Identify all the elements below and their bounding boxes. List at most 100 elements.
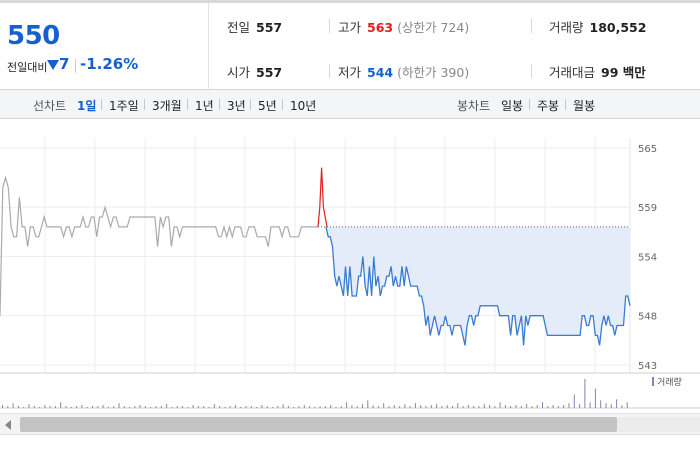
- divider: [187, 99, 188, 110]
- volume-bar: [319, 406, 321, 408]
- volume-bar: [2, 405, 3, 408]
- period-3year[interactable]: 3년: [227, 99, 246, 113]
- lower-limit: (하한가 390): [397, 65, 470, 80]
- volume-bar: [49, 406, 51, 408]
- volume-bar: [489, 405, 491, 408]
- volume-bar: [425, 406, 427, 408]
- volume-bar: [462, 406, 464, 408]
- volume-bar: [430, 405, 432, 408]
- candle-weekly[interactable]: 주봉: [537, 99, 560, 113]
- change-percent: -1.26%: [80, 55, 139, 73]
- volume-bar: [563, 405, 565, 408]
- volume-bar: [139, 405, 141, 408]
- volume-bar: [234, 405, 236, 408]
- scrollbar-thumb[interactable]: [20, 417, 617, 432]
- volume-bar: [144, 406, 146, 408]
- volume-bar: [102, 405, 104, 408]
- divider: [219, 99, 220, 110]
- volume-bar: [526, 404, 528, 408]
- volume-bar: [504, 405, 506, 408]
- volume-bar: [404, 404, 406, 408]
- high-label: 고가: [338, 20, 362, 35]
- volume-bar: [573, 394, 575, 408]
- volume-bar: [372, 405, 374, 408]
- divider: [101, 99, 102, 110]
- y-tick-label: 559: [638, 203, 657, 214]
- candle-chart-label: 봉차트: [457, 99, 491, 113]
- volume-bar: [70, 407, 72, 408]
- upper-limit: (상한가 724): [397, 20, 470, 35]
- volume-bar: [610, 404, 612, 408]
- volume-bar: [240, 407, 242, 408]
- amount-value: 99 백만: [601, 65, 646, 80]
- chevron-left-icon[interactable]: [5, 420, 11, 430]
- volume-bar: [219, 406, 221, 408]
- amount-label: 거래대금: [549, 65, 596, 80]
- volume-bar: [293, 407, 295, 408]
- volume-bar: [594, 388, 596, 408]
- volume-bar: [287, 406, 289, 408]
- volume-bar: [478, 406, 480, 408]
- period-3month[interactable]: 3개월: [152, 99, 182, 113]
- volume-bar: [515, 405, 517, 408]
- volume-bar: [309, 406, 311, 408]
- volume-bar: [494, 406, 496, 408]
- volume-bar: [213, 404, 215, 408]
- prev-close-stat: 전일 557: [227, 17, 282, 36]
- volume-bar: [76, 406, 78, 408]
- volume-label: 거래량: [549, 20, 584, 35]
- volume-bar: [531, 406, 533, 408]
- volume-bar: [97, 406, 99, 408]
- volume-bar: [197, 406, 199, 408]
- divider: [75, 59, 76, 73]
- volume-bar: [346, 402, 348, 408]
- volume-bar: [314, 407, 316, 408]
- volume-bar: [118, 403, 120, 408]
- divider: [531, 19, 532, 33]
- volume-bar: [568, 403, 570, 408]
- candle-monthly[interactable]: 월봉: [573, 99, 596, 113]
- volume-bar: [134, 406, 136, 408]
- volume-bar: [589, 402, 591, 408]
- period-1year[interactable]: 1년: [195, 99, 214, 113]
- high-value: 563: [367, 20, 394, 35]
- volume-bar: [446, 405, 448, 408]
- volume-bar: [166, 404, 168, 408]
- scrollbar-track[interactable]: [617, 417, 700, 432]
- volume-bar: [203, 406, 205, 408]
- volume-bar: [12, 403, 14, 408]
- volume-bar: [420, 405, 422, 408]
- volume-bar: [499, 402, 501, 408]
- volume-bar: [277, 406, 279, 408]
- volume-bar: [123, 406, 125, 408]
- volume-bar: [33, 406, 35, 408]
- volume-bar: [39, 407, 41, 408]
- period-1week[interactable]: 1주일: [109, 99, 139, 113]
- intraday-chart: 565 559 554 548 543 거래량: [0, 120, 700, 410]
- volume-bar: [187, 407, 189, 408]
- volume-bar: [377, 406, 379, 408]
- divider: [144, 99, 145, 110]
- high-stat: 고가 563 (상한가 724): [338, 17, 469, 36]
- volume-legend-label: 거래량: [657, 376, 682, 388]
- period-10year[interactable]: 10년: [290, 99, 317, 113]
- today-price-line: [325, 226, 631, 346]
- period-5year[interactable]: 5년: [258, 99, 277, 113]
- volume-bar: [282, 404, 284, 408]
- volume-value: 180,552: [589, 20, 647, 35]
- volume-bar: [224, 407, 226, 408]
- y-tick-label: 554: [638, 253, 657, 264]
- chart-scrollbar[interactable]: [0, 413, 700, 435]
- volume-bar: [340, 406, 342, 408]
- candle-daily[interactable]: 일봉: [501, 99, 524, 113]
- volume-bar: [107, 407, 109, 408]
- volume-bar: [473, 406, 475, 408]
- volume-bar: [356, 406, 358, 408]
- period-1day[interactable]: 1일: [77, 99, 97, 113]
- volume-bar: [542, 402, 543, 408]
- open-label: 시가: [227, 65, 251, 80]
- volume-bar: [351, 405, 353, 408]
- volume-bar: [552, 405, 554, 408]
- volume-bar: [452, 406, 453, 408]
- divider: [282, 99, 283, 110]
